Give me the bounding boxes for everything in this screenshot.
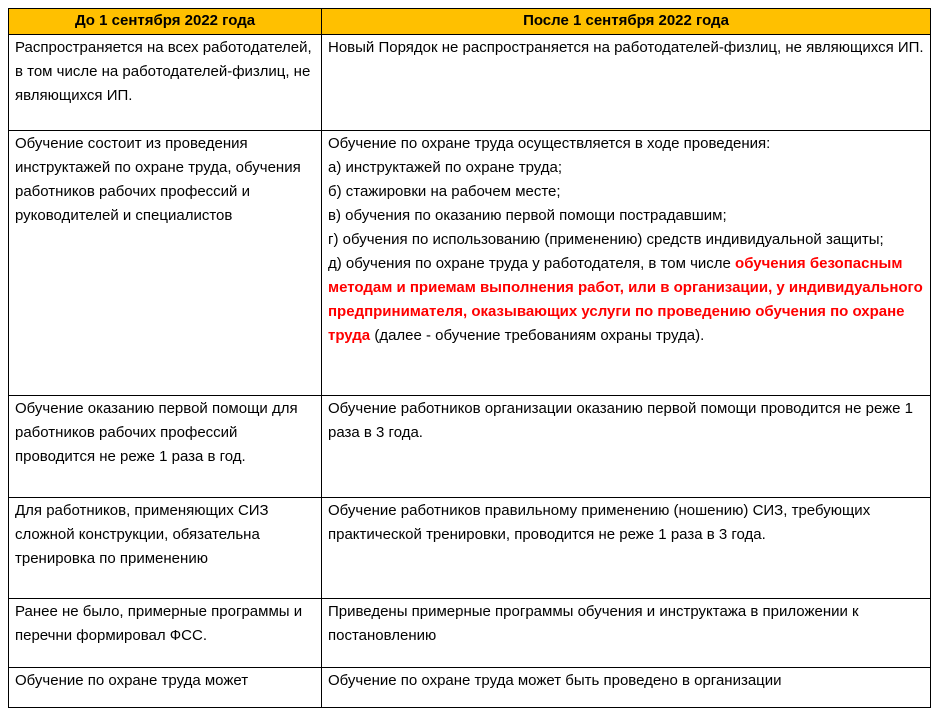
highlighted-text: обучения безопасным методам и приемам вы… [328, 255, 927, 344]
cell-right: Новый Порядок не распространяется на раб… [321, 34, 931, 131]
cell-right: Обучение работников правильному применен… [321, 497, 931, 599]
table-header-row: До 1 сентября 2022 года После 1 сентября… [8, 8, 931, 35]
header-before-date: До 1 сентября 2022 года [8, 8, 322, 35]
cell-text: Новый Порядок не распространяется на раб… [328, 39, 924, 56]
cell-left: Обучение состоит из проведения инструкта… [8, 130, 322, 396]
cell-text: Приведены примерные программы обучения и… [328, 603, 863, 644]
cell-text: Распространяется на всех работодателей, … [15, 39, 316, 104]
document-page: До 1 сентября 2022 года После 1 сентября… [8, 8, 931, 708]
cell-text: Обучение оказанию первой помощи для рабо… [15, 400, 302, 465]
cell-left: Распространяется на всех работодателей, … [8, 34, 322, 131]
table-row: Ранее не было, примерные программы и пер… [8, 598, 931, 668]
comparison-table: До 1 сентября 2022 года После 1 сентября… [8, 8, 931, 708]
cell-text: Для работников, применяющих СИЗ сложной … [15, 502, 273, 567]
table-row: Обучение оказанию первой помощи для рабо… [8, 395, 931, 498]
cell-text: Обучение по охране труда может [15, 672, 249, 689]
cell-text: Обучение по охране труда может быть пров… [328, 672, 782, 689]
cell-left: Ранее не было, примерные программы и пер… [8, 598, 322, 668]
cell-left: Обучение оказанию первой помощи для рабо… [8, 395, 322, 498]
cell-text: Обучение работников правильному применен… [328, 502, 875, 543]
cell-text: Обучение состоит из проведения инструкта… [15, 135, 305, 224]
table-row: Обучение состоит из проведения инструкта… [8, 130, 931, 396]
table-row: Для работников, применяющих СИЗ сложной … [8, 497, 931, 599]
table-row: Распространяется на всех работодателей, … [8, 34, 931, 131]
cell-right: Обучение по охране труда осуществляется … [321, 130, 931, 396]
cell-text: Обучение работников организации оказанию… [328, 400, 918, 441]
cell-right: Приведены примерные программы обучения и… [321, 598, 931, 668]
cell-right: Обучение работников организации оказанию… [321, 395, 931, 498]
comparison-table-body: Распространяется на всех работодателей, … [8, 34, 931, 708]
cell-text: (далее - обучение требованиям охраны тру… [370, 327, 705, 344]
cell-text: Ранее не было, примерные программы и пер… [15, 603, 307, 644]
cell-text: Обучение по охране труда осуществляется … [328, 135, 884, 272]
header-after-date: После 1 сентября 2022 года [321, 8, 931, 35]
cell-left: Для работников, применяющих СИЗ сложной … [8, 497, 322, 599]
